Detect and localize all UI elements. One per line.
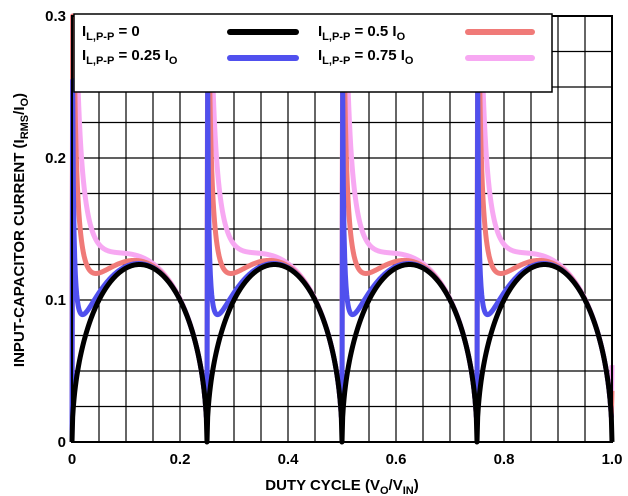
y-axis-title: INPUT-CAPACITOR CURRENT (IRMS/IO) (11, 93, 31, 367)
x-tick-label: 1.0 (602, 451, 623, 468)
y-tick-label: 0.3 (45, 8, 66, 25)
legend-label-series-2: IL,P-P = 0.5 IO (318, 23, 406, 43)
y-tick-label: 0 (58, 434, 66, 451)
x-tick-label: 0 (68, 451, 76, 468)
legend: IL,P-P = 0 IL,P-P = 0.25 IO IL,P-P = 0.5… (73, 13, 553, 93)
tick-labels: 0 0.2 0.4 0.6 0.8 1.0 0 0.1 0.2 0.3 (45, 8, 622, 468)
y-tick-label: 0.2 (45, 150, 66, 167)
x-axis-title: DUTY CYCLE (VO/VIN) (265, 477, 418, 496)
x-tick-label: 0.2 (170, 451, 191, 468)
legend-label-series-0: IL,P-P = 0 (82, 23, 140, 43)
x-tick-label: 0.8 (494, 451, 515, 468)
x-tick-label: 0.4 (278, 451, 300, 468)
y-tick-label: 0.1 (45, 292, 66, 309)
legend-label-series-1: IL,P-P = 0.25 IO (82, 47, 178, 67)
x-tick-label: 0.6 (386, 451, 407, 468)
legend-label-series-3: IL,P-P = 0.75 IO (318, 47, 414, 67)
legend-box (73, 13, 553, 93)
